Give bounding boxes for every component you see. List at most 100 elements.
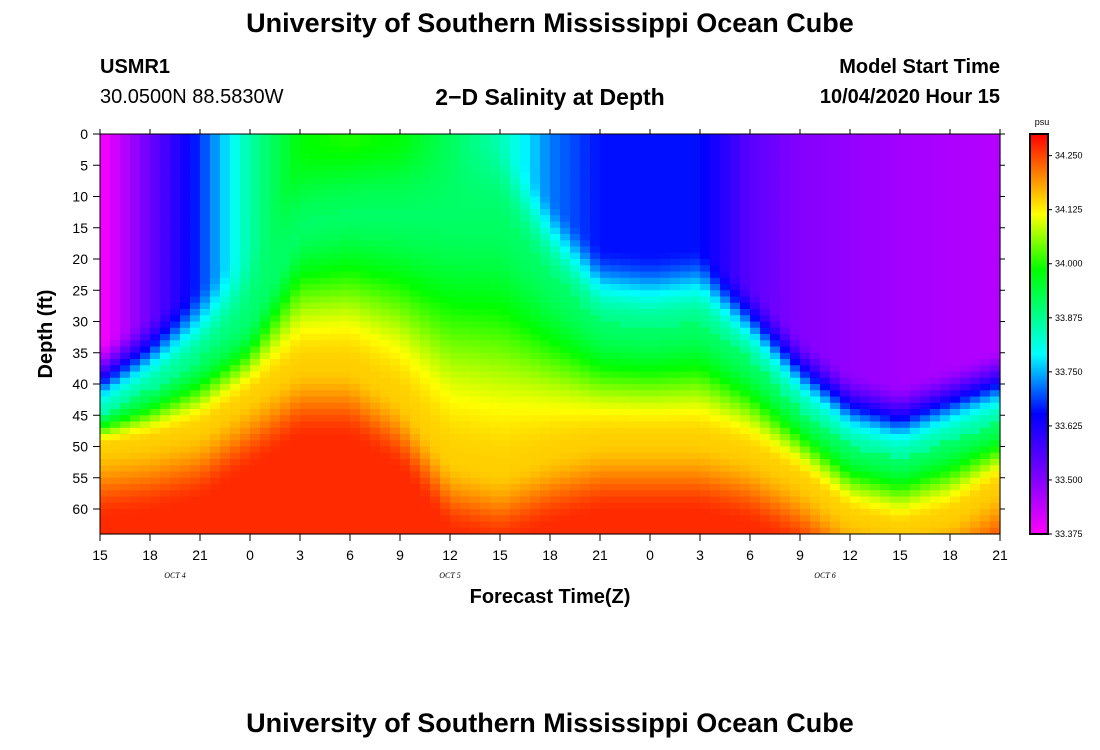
heatmap-cell — [130, 427, 141, 435]
heatmap-cell — [740, 177, 751, 185]
heatmap-cell — [650, 452, 661, 460]
heatmap-cell — [690, 171, 701, 179]
heatmap-cell — [100, 234, 111, 241]
heatmap-cell — [690, 521, 701, 529]
heatmap-cell — [200, 177, 211, 185]
heatmap-cell — [170, 315, 181, 323]
heatmap-cell — [640, 177, 651, 185]
heatmap-cell — [170, 446, 181, 454]
heatmap-cell — [730, 165, 741, 173]
heatmap-cell — [460, 352, 471, 360]
heatmap-cell — [280, 377, 291, 385]
heatmap-cell — [410, 240, 421, 248]
heatmap-cell — [600, 240, 611, 248]
heatmap-cell — [560, 521, 571, 529]
heatmap-cell — [510, 390, 521, 398]
heatmap-cell — [160, 384, 171, 391]
heatmap-cell — [510, 202, 521, 210]
heatmap-cell — [730, 152, 741, 160]
heatmap-cell — [100, 134, 111, 141]
heatmap-cell — [650, 440, 661, 448]
heatmap-cell — [380, 302, 391, 310]
heatmap-cell — [150, 352, 161, 360]
heatmap-cell — [540, 421, 551, 429]
heatmap-cell — [440, 471, 451, 479]
heatmap-cell — [250, 515, 261, 523]
heatmap-cell — [730, 402, 741, 410]
heatmap-cell — [530, 302, 541, 310]
heatmap-cell — [230, 202, 241, 210]
heatmap-cell — [660, 427, 671, 435]
heatmap-cell — [630, 184, 641, 191]
heatmap-cell — [600, 415, 611, 423]
heatmap-cell — [290, 477, 301, 485]
heatmap-cell — [700, 490, 711, 498]
heatmap-cell — [300, 290, 311, 298]
heatmap-cell — [330, 209, 341, 216]
heatmap-cell — [140, 315, 151, 323]
heatmap-cell — [640, 371, 651, 379]
heatmap-cell — [810, 509, 821, 516]
heatmap-cell — [260, 284, 271, 291]
heatmap-cell — [110, 477, 121, 485]
heatmap-cell — [520, 271, 531, 279]
heatmap-cell — [190, 352, 201, 360]
heatmap-cell — [790, 196, 801, 204]
station-id: USMR1 — [100, 56, 171, 78]
heatmap-cell — [350, 221, 361, 229]
heatmap-cell — [710, 315, 721, 323]
heatmap-cell — [260, 434, 271, 441]
heatmap-cell — [820, 390, 831, 398]
heatmap-cell — [750, 346, 761, 354]
heatmap-cell — [240, 134, 251, 141]
heatmap-cell — [850, 490, 861, 498]
heatmap-cell — [770, 209, 781, 216]
heatmap-cell — [680, 259, 691, 266]
heatmap-cell — [550, 227, 561, 235]
heatmap-cell — [690, 509, 701, 516]
heatmap-cell — [370, 365, 381, 373]
heatmap-cell — [690, 165, 701, 173]
heatmap-cell — [100, 446, 111, 454]
heatmap-cell — [870, 246, 881, 254]
heatmap-cell — [320, 365, 331, 373]
heatmap-cell — [810, 315, 821, 323]
heatmap-cell — [730, 515, 741, 523]
heatmap-cell — [770, 452, 781, 460]
heatmap-cell — [360, 271, 371, 279]
heatmap-cell — [630, 259, 641, 266]
heatmap-cell — [300, 477, 311, 485]
heatmap-cell — [580, 152, 591, 160]
heatmap-cell — [200, 146, 211, 154]
heatmap-cell — [110, 327, 121, 335]
heatmap-cell — [140, 346, 151, 354]
heatmap-cell — [210, 477, 221, 485]
heatmap-cell — [330, 177, 341, 185]
heatmap-cell — [650, 234, 661, 241]
heatmap-cell — [530, 471, 541, 479]
heatmap-cell — [580, 140, 591, 148]
heatmap-cell — [500, 227, 511, 235]
heatmap-cell — [520, 490, 531, 498]
heatmap-cell — [440, 402, 451, 410]
heatmap-cell — [780, 484, 791, 491]
heatmap-cell — [790, 452, 801, 460]
heatmap-cell — [480, 215, 491, 223]
heatmap-cell — [330, 446, 341, 454]
heatmap-cell — [530, 321, 541, 329]
heatmap-cell — [680, 290, 691, 298]
heatmap-cell — [250, 190, 261, 198]
heatmap-cell — [720, 165, 731, 173]
heatmap-cell — [820, 221, 831, 229]
heatmap-cell — [600, 371, 611, 379]
heatmap-cell — [380, 340, 391, 348]
heatmap-cell — [680, 309, 691, 316]
heatmap-cell — [330, 259, 341, 266]
heatmap-cell — [510, 315, 521, 323]
heatmap-cell — [810, 409, 821, 416]
heatmap-cell — [240, 527, 251, 535]
heatmap-cell — [570, 159, 581, 166]
heatmap-cell — [760, 352, 771, 360]
heatmap-cell — [510, 259, 521, 266]
heatmap-cell — [190, 165, 201, 173]
